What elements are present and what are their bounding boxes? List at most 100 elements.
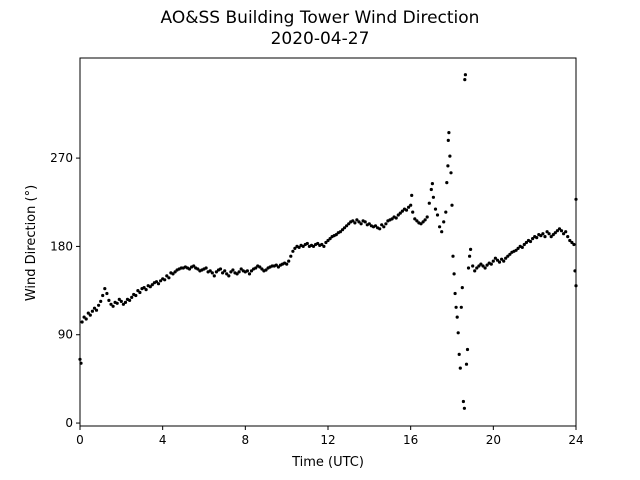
data-point xyxy=(452,272,456,276)
data-point xyxy=(396,213,400,217)
data-point xyxy=(363,220,367,224)
data-point xyxy=(301,244,305,248)
data-point xyxy=(167,276,171,280)
data-point xyxy=(239,267,243,271)
data-point xyxy=(99,299,103,303)
x-tick-label: 16 xyxy=(403,433,418,447)
data-point xyxy=(446,138,450,142)
data-point xyxy=(305,241,309,246)
data-point xyxy=(438,225,442,229)
data-point xyxy=(555,229,560,233)
data-point xyxy=(502,259,506,263)
data-point xyxy=(119,299,123,303)
data-point xyxy=(516,246,520,250)
data-point xyxy=(173,270,177,274)
data-point xyxy=(466,266,471,270)
data-point xyxy=(528,239,533,244)
data-point xyxy=(491,259,495,263)
data-point xyxy=(210,271,214,275)
data-point xyxy=(547,232,551,236)
data-point xyxy=(382,225,386,229)
data-point xyxy=(543,235,547,239)
data-point xyxy=(328,237,332,241)
data-point xyxy=(249,269,254,273)
data-point xyxy=(475,266,479,270)
data-point xyxy=(150,283,154,287)
data-point xyxy=(440,230,444,234)
data-point xyxy=(347,222,351,226)
data-point xyxy=(493,256,497,260)
data-point xyxy=(90,309,94,313)
data-point xyxy=(159,279,163,283)
data-point xyxy=(221,271,225,275)
data-point xyxy=(557,227,562,231)
data-point xyxy=(355,218,359,222)
chart-title: AO&SS Building Tower Wind Direction xyxy=(160,8,480,28)
x-tick-label: 20 xyxy=(486,433,501,447)
data-point xyxy=(409,203,413,207)
data-point xyxy=(103,287,107,291)
data-point xyxy=(449,171,453,175)
data-point xyxy=(204,266,208,270)
data-point xyxy=(413,217,417,221)
x-tick-label: 24 xyxy=(568,433,583,447)
data-point xyxy=(506,254,510,258)
data-point xyxy=(154,280,159,284)
data-point xyxy=(445,181,449,185)
data-point xyxy=(107,298,111,302)
y-tick-label: 270 xyxy=(50,151,73,165)
data-point xyxy=(465,347,470,352)
data-point xyxy=(471,264,475,268)
y-axis-ticks: 0 90 180 270 xyxy=(50,151,80,430)
data-point xyxy=(448,154,452,158)
data-point xyxy=(463,78,467,82)
data-point xyxy=(447,131,451,135)
data-point xyxy=(192,264,196,268)
data-point xyxy=(345,224,349,228)
data-point xyxy=(138,290,142,295)
data-point xyxy=(218,267,223,271)
data-point xyxy=(123,300,128,304)
data-point xyxy=(235,272,239,276)
data-point xyxy=(225,272,229,276)
data-point xyxy=(468,254,472,258)
data-point xyxy=(464,362,469,366)
data-point xyxy=(287,259,291,263)
data-point xyxy=(316,241,320,246)
data-point xyxy=(334,233,338,237)
data-point xyxy=(461,399,465,404)
data-point xyxy=(564,230,568,234)
data-point xyxy=(429,187,433,192)
data-point xyxy=(477,264,481,268)
x-tick-label: 0 xyxy=(76,433,84,447)
data-point xyxy=(293,246,297,250)
data-point xyxy=(455,315,459,319)
data-point xyxy=(419,222,423,226)
data-point xyxy=(156,282,161,286)
data-point xyxy=(549,235,553,239)
data-point xyxy=(148,285,152,289)
data-point xyxy=(524,240,529,245)
y-axis-label: Wind Direction (°) xyxy=(24,185,39,301)
x-tick-label: 8 xyxy=(242,433,250,447)
data-point xyxy=(84,317,88,321)
data-point xyxy=(258,265,262,269)
data-point xyxy=(473,269,477,273)
data-point xyxy=(479,262,483,266)
data-point xyxy=(94,308,99,312)
data-point xyxy=(390,217,394,221)
data-point xyxy=(572,242,576,247)
data-point xyxy=(520,245,524,249)
data-point xyxy=(373,224,378,228)
data-point xyxy=(322,244,326,248)
data-point xyxy=(109,302,113,306)
data-point xyxy=(433,207,438,211)
data-point xyxy=(497,260,502,264)
data-point xyxy=(357,220,361,224)
chart-subtitle: 2020-04-27 xyxy=(270,29,370,49)
data-point xyxy=(400,209,404,213)
data-point xyxy=(285,262,289,266)
data-point xyxy=(105,291,109,296)
data-point xyxy=(214,270,218,274)
